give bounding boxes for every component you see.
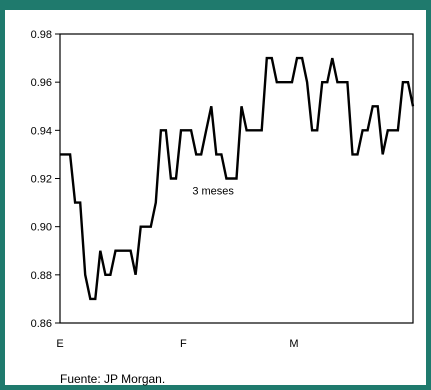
y-tick-label: 0.92: [31, 174, 52, 186]
series-line: [60, 56, 415, 301]
y-tick-label: 0.98: [31, 29, 52, 41]
y-tick-label: 0.88: [31, 270, 52, 282]
y-axis: 0.86 0.88 0.90 0.92 0.94 0.96 0.98: [31, 29, 60, 330]
source-note: Fuente: JP Morgan.: [60, 372, 166, 386]
y-tick-label: 0.86: [31, 318, 52, 330]
annotation-label: 3 meses: [192, 186, 234, 198]
x-tick-label: E: [56, 338, 63, 350]
y-tick-label: 0.94: [31, 125, 52, 137]
x-tick-label: F: [180, 338, 187, 350]
x-tick-label: M: [289, 338, 298, 350]
y-tick-label: 0.90: [31, 222, 52, 234]
y-tick-label: 0.96: [31, 77, 52, 89]
